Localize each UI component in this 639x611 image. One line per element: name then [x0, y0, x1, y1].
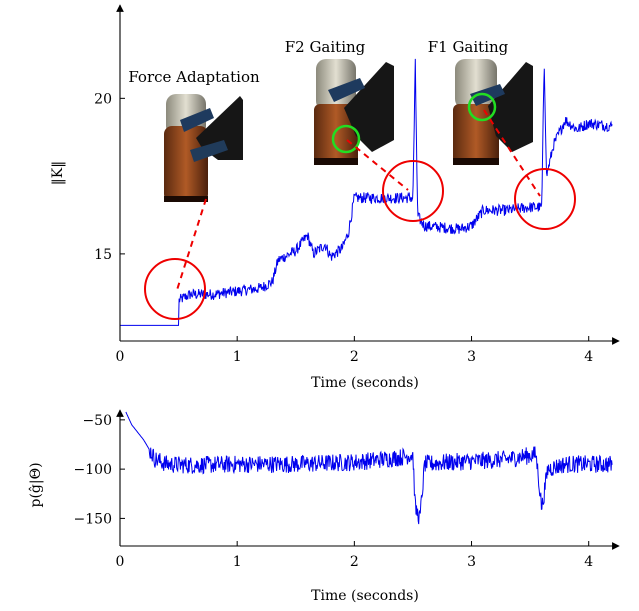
y-tick-label: −100 — [74, 462, 112, 478]
top-x-ticks: 0 1 2 3 4 — [116, 336, 593, 365]
top-y-axis-label: ‖K‖ — [50, 161, 66, 185]
x-tick-label: 2 — [350, 554, 359, 570]
x-tick-label: 0 — [116, 349, 125, 365]
annotation-f1-gaiting: F1 Gaiting — [428, 38, 509, 56]
bottom-chart: 0 1 2 3 4 −50 −100 −150 Time (seconds) p(ĝ|Θ) — [27, 409, 620, 604]
photo-force-adaptation — [163, 94, 243, 202]
y-tick-label: 15 — [94, 247, 112, 263]
photo-f1-gaiting — [453, 59, 533, 165]
event-circle-f2-gaiting — [382, 160, 444, 222]
event-circle-force-adaptation — [144, 258, 206, 320]
bottom-y-axis-label: p(ĝ|Θ) — [27, 462, 44, 507]
x-tick-label: 0 — [116, 554, 125, 570]
top-x-axis-label: Time (seconds) — [311, 375, 419, 391]
x-tick-label: 4 — [584, 349, 593, 365]
annotation-force-adaptation: Force Adaptation — [128, 68, 260, 86]
x-tick-label: 1 — [233, 349, 242, 365]
knorm-series-line — [120, 58, 613, 326]
x-tick-label: 1 — [233, 554, 242, 570]
x-tick-label: 2 — [350, 349, 359, 365]
likelihood-series-line — [125, 411, 613, 525]
event-circle-f1-gaiting — [514, 168, 576, 230]
photo-f2-gaiting — [314, 59, 394, 165]
connector-force-adaptation — [176, 198, 207, 291]
bottom-y-ticks: −50 −100 −150 — [74, 413, 125, 527]
annotation-f2-gaiting: F2 Gaiting — [285, 38, 366, 56]
x-tick-label: 3 — [467, 349, 476, 365]
y-tick-label: 20 — [94, 91, 112, 107]
x-tick-label: 3 — [467, 554, 476, 570]
bottom-x-ticks: 0 1 2 3 4 — [116, 541, 593, 570]
bottom-x-axis-label: Time (seconds) — [311, 588, 419, 604]
y-tick-label: −150 — [74, 511, 112, 527]
connector-f2-gaiting — [346, 139, 409, 191]
y-tick-label: −50 — [82, 413, 112, 429]
green-contact-marker — [467, 92, 497, 122]
green-contact-marker — [331, 124, 361, 154]
x-tick-label: 4 — [584, 554, 593, 570]
